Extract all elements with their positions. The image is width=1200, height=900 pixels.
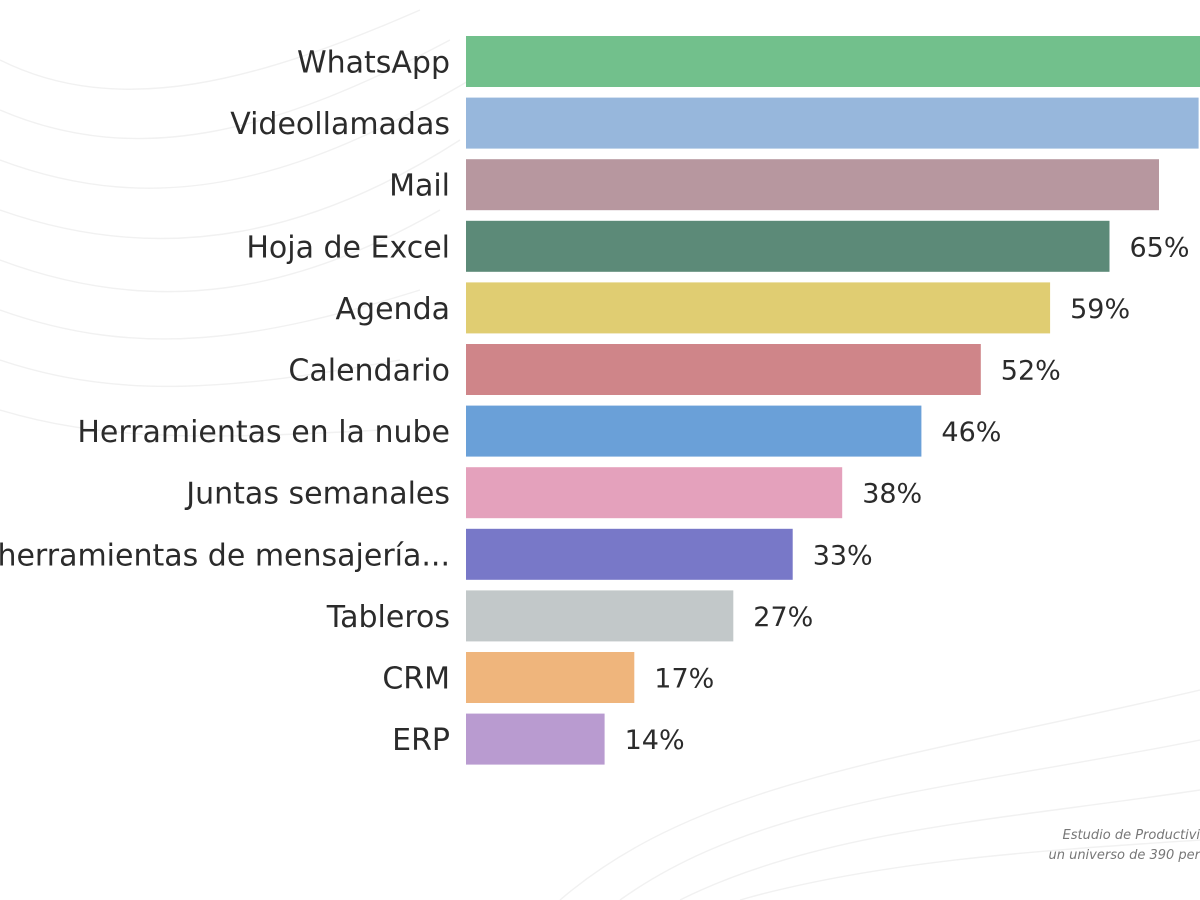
source-footnote: Estudio de Productivi un universo de 390… [940, 826, 1200, 866]
category-label-2: Mail [389, 169, 450, 204]
bar-6 [466, 405, 922, 457]
category-label-3: Hoja de Excel [246, 230, 450, 265]
category-label-11: ERP [392, 723, 450, 758]
category-label-6: Herramientas en la nube [77, 415, 450, 450]
category-label-9: Tableros [326, 600, 450, 635]
bar-5 [466, 344, 981, 395]
category-label-10: CRM [382, 662, 450, 697]
value-label-7: 38% [862, 479, 922, 510]
bar-0 [466, 36, 1200, 87]
bar-7 [466, 467, 843, 519]
bar-8 [466, 528, 793, 580]
bar-11 [466, 713, 605, 765]
category-label-7: Juntas semanales [184, 477, 450, 512]
category-label-8: herramientas de mensajería... [0, 538, 450, 573]
value-label-10: 17% [654, 664, 714, 695]
bar-4 [466, 282, 1051, 334]
value-label-6: 46% [941, 417, 1001, 448]
footnote-line-2: un universo de 390 per [1048, 848, 1200, 863]
value-label-8: 33% [813, 540, 873, 571]
value-label-5: 52% [1001, 356, 1061, 387]
bar-2 [466, 159, 1159, 211]
value-label-11: 14% [625, 725, 685, 756]
bar-1 [466, 97, 1199, 149]
value-label-9: 27% [753, 602, 813, 633]
category-label-1: Videollamadas [230, 107, 450, 142]
bar-9 [466, 590, 734, 642]
category-label-4: Agenda [336, 292, 450, 327]
category-label-0: WhatsApp [297, 46, 450, 81]
footnote-line-1: Estudio de Productivi [1062, 828, 1200, 843]
value-label-4: 59% [1070, 294, 1130, 325]
bar-10 [466, 652, 635, 703]
value-label-3: 65% [1130, 232, 1190, 263]
category-label-5: Calendario [288, 354, 450, 389]
bar-3 [466, 220, 1110, 272]
